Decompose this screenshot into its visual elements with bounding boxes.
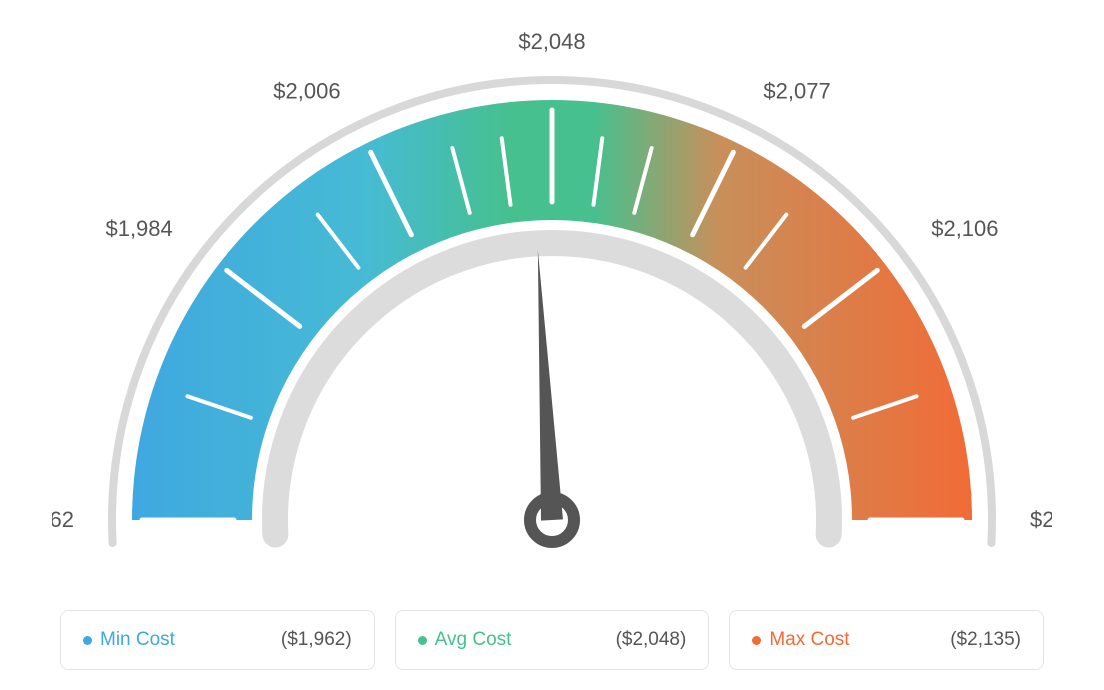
min-cost-card: Min Cost ($1,962) — [60, 610, 375, 670]
svg-text:$2,135: $2,135 — [1030, 507, 1052, 532]
min-cost-label-group: Min Cost — [83, 629, 175, 651]
gauge-svg: $1,962 $1,984 $2,006 $2,048 $2,077 $2,106 $2,1… — [52, 20, 1052, 580]
min-cost-value: ($1,962) — [281, 629, 352, 651]
max-cost-dot — [752, 636, 761, 645]
svg-text:$2,048: $2,048 — [518, 29, 585, 54]
max-cost-label-group: Max Cost — [752, 629, 849, 651]
max-cost-title: Max Cost — [769, 629, 849, 651]
avg-cost-dot — [418, 636, 427, 645]
gauge-chart: $1,962 $1,984 $2,006 $2,048 $2,077 $2,106 $2,1… — [20, 20, 1084, 580]
avg-cost-title: Avg Cost — [435, 629, 512, 651]
min-cost-title: Min Cost — [100, 629, 175, 651]
svg-text:$2,077: $2,077 — [763, 78, 830, 103]
max-cost-value: ($2,135) — [950, 629, 1021, 651]
svg-text:$1,984: $1,984 — [105, 216, 172, 241]
min-cost-dot — [83, 636, 92, 645]
svg-text:$2,006: $2,006 — [273, 78, 340, 103]
max-cost-card: Max Cost ($2,135) — [729, 610, 1044, 670]
avg-cost-label-group: Avg Cost — [418, 629, 512, 651]
svg-text:$1,962: $1,962 — [52, 507, 74, 532]
avg-cost-value: ($2,048) — [616, 629, 687, 651]
cost-cards-row: Min Cost ($1,962) Avg Cost ($2,048) Max … — [20, 610, 1084, 670]
avg-cost-card: Avg Cost ($2,048) — [395, 610, 710, 670]
svg-text:$2,106: $2,106 — [931, 216, 998, 241]
